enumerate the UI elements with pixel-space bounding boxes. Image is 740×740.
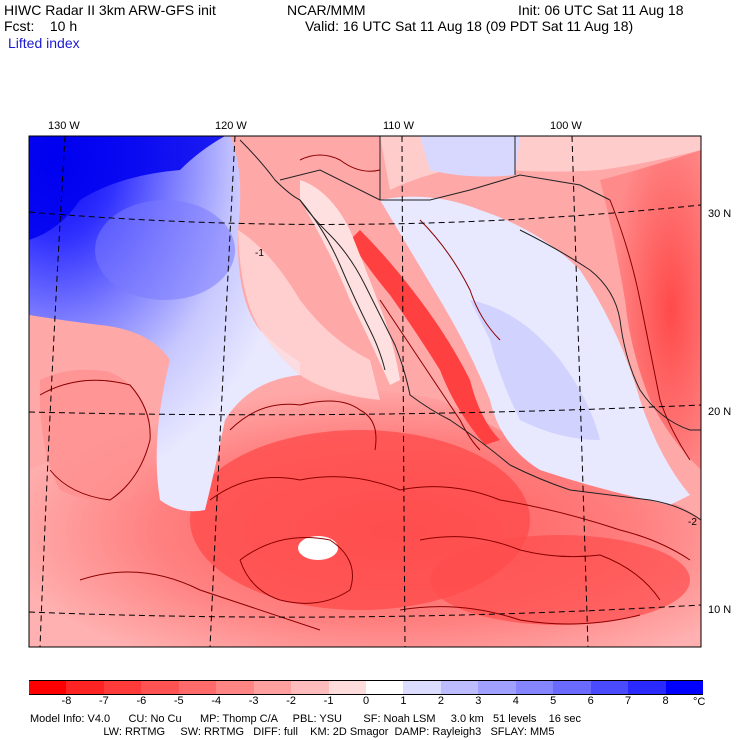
lat-label-20n: 20 N: [708, 406, 732, 418]
colorbar-cell: [553, 680, 592, 695]
forecast-hour: Fcst: 10 h: [4, 18, 78, 34]
lon-label-120w: 120 W: [215, 120, 247, 132]
colorbar-cell: [328, 680, 367, 695]
colorbar-cell: [515, 680, 554, 695]
colorbar-tick-label: 0: [362, 695, 370, 707]
model-title: HIWC Radar II 3km ARW-GFS init: [4, 2, 216, 18]
colorbar-tick-label: 5: [550, 695, 557, 707]
model-info-line-1: Model Info: V4.0 CU: No Cu MP: Thomp C/A…: [30, 713, 582, 725]
colorbar-tick-label: 3: [475, 695, 482, 707]
coastlines: [239, 136, 701, 521]
plateau-stable-patch: [470, 300, 600, 440]
colorbar-cell: [253, 680, 292, 695]
colorbar-unit: °C: [693, 696, 706, 708]
lon-label-100w: 100 W: [550, 120, 582, 132]
colorbar-cell: [403, 680, 442, 695]
baja-california-region: [300, 180, 400, 385]
sierra-madre-occidental: [350, 230, 500, 445]
colorbar-tick-label: -7: [98, 695, 109, 707]
colorbar-tick-label: -8: [61, 695, 72, 707]
strongly-stable-core: [29, 136, 225, 240]
lat-label-10n: 10 N: [708, 604, 732, 616]
colorbar-cell: [178, 680, 217, 695]
colorbar-tick-label: 8: [662, 695, 669, 707]
gulf-of-mexico-region: [600, 150, 701, 470]
map-frame: [28, 135, 702, 648]
colorbar-cell: [141, 680, 180, 695]
colorbar-cell: [478, 680, 517, 695]
contour-lines: [39, 154, 691, 631]
colorbar-tick-label: 2: [437, 695, 444, 707]
colorbar-cell: [590, 680, 629, 695]
us-stable-patch: [420, 136, 520, 177]
contour-label: -2: [688, 517, 697, 528]
colorbar-tick-label: 6: [587, 695, 594, 707]
colorbar-tick-label: -2: [286, 695, 296, 707]
colorbar-cell: [29, 680, 67, 695]
lon-label-130w: 130 W: [48, 120, 80, 132]
colorbar-cell: [366, 680, 404, 695]
south-unstable-zone: [430, 535, 690, 625]
colorbar-cell: [103, 680, 142, 695]
colorbar-tick-label: -6: [136, 695, 147, 707]
stable-pacific-region: [29, 136, 300, 512]
colorbar-tick-label: 1: [400, 695, 407, 707]
colorbar-cell: [66, 680, 105, 695]
colorbar-tick-label: -5: [173, 695, 184, 707]
lon-label-110w: 110 W: [383, 120, 414, 132]
colorbar-cell: [628, 680, 667, 695]
colorbar-cell: [665, 680, 704, 695]
lat-lon-grid: [29, 136, 701, 647]
west-unstable-patch: [39, 369, 151, 502]
model-info-line-2: LW: RRTMG SW: RRTMG DIFF: full KM: 2D Sm…: [30, 726, 555, 738]
valid-time: Valid: 16 UTC Sat 11 Aug 18 (09 PDT Sat …: [305, 18, 634, 34]
coastal-light-band: [238, 230, 380, 400]
colorbar-cell: [216, 680, 255, 695]
init-time: Init: 06 UTC Sat 11 Aug 18: [518, 2, 684, 18]
organization-label: NCAR/MMM: [287, 2, 366, 18]
colorbar-tick-label: -1: [323, 695, 334, 707]
colorbar-tick-label: 4: [512, 695, 519, 707]
colorbar-cell: [440, 680, 479, 695]
field-name: Lifted index: [8, 35, 80, 51]
stable-swirl: [95, 200, 235, 300]
lat-label-30n: 30 N: [708, 208, 732, 220]
colorbar-cell: [291, 680, 330, 695]
contour-label: -1: [255, 248, 264, 259]
colorbar-tick-label: -3: [248, 695, 259, 707]
calm-spot: [298, 536, 338, 560]
colorbar-tick-label: -4: [211, 695, 222, 707]
colorbar-tick-label: 7: [625, 695, 632, 707]
